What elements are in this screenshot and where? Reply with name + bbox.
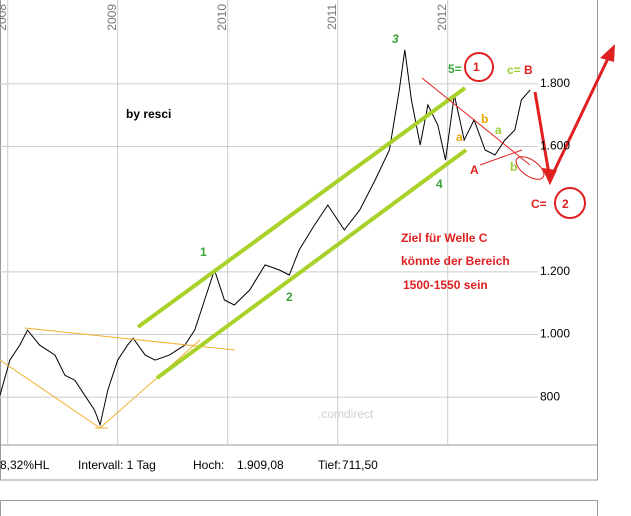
target-ellipse: [515, 156, 545, 180]
annotation: 4: [436, 177, 443, 191]
annotation: a: [495, 123, 502, 137]
y-tick-label: 1.800: [540, 76, 570, 90]
wave-circle: [554, 187, 586, 219]
annotation: 1: [200, 245, 207, 259]
frame: [0, 0, 598, 481]
x-tick-label: 2012: [435, 4, 449, 31]
annotation: C=: [531, 197, 547, 211]
annotation: A: [470, 163, 479, 177]
annotation: 1: [473, 60, 480, 74]
footer-item: Intervall: 1 Tag: [78, 458, 156, 472]
annotation: c=: [507, 63, 521, 77]
annotation: b: [481, 112, 488, 126]
footer-item: Tief:: [318, 458, 341, 472]
channel-line: [136, 86, 467, 329]
footer-item: 1.909,08: [237, 458, 284, 472]
footer-item: 8,32%HL: [0, 458, 50, 472]
trend-line: [479, 149, 523, 166]
x-tick-label: 2010: [215, 4, 229, 31]
overlay: [0, 44, 615, 429]
y-tick-label: 1.000: [540, 327, 570, 341]
triangle-line: [24, 327, 236, 351]
annotation: by resci: [126, 107, 171, 121]
arrow-head: [542, 168, 557, 185]
x-tick-label: 2008: [0, 4, 9, 31]
watermark: .comdirect: [318, 407, 374, 421]
x-tick-label: 2009: [105, 4, 119, 31]
arrow-head: [600, 44, 615, 62]
y-tick-label: 800: [540, 389, 560, 403]
annotation: könnte der Bereich: [401, 254, 510, 268]
price-line: [0, 49, 531, 427]
channel-line: [155, 148, 468, 380]
annotation: Ziel für Welle C: [401, 231, 488, 245]
footer-item: Hoch:: [193, 458, 224, 472]
trend-line: [421, 77, 531, 166]
annotation: 5=: [448, 62, 462, 76]
annotation: 2: [562, 197, 569, 211]
forecast-arrow: [533, 49, 614, 185]
x-tick-label: 2011: [325, 4, 339, 30]
footer-item: 711,50: [342, 458, 378, 472]
y-tick-label: 1.200: [540, 264, 570, 278]
triangle-line: [99, 339, 201, 429]
y-tick-label: 1.600: [540, 139, 570, 153]
annotation: 2: [286, 290, 293, 304]
lower-panel: [0, 500, 598, 516]
annotation: B: [524, 63, 533, 77]
annotation: 1500-1550 sein: [403, 278, 488, 292]
annotation: 3: [392, 32, 399, 46]
annotation: b: [510, 160, 517, 174]
annotation: a: [456, 130, 463, 144]
triangle-line: [0, 359, 101, 429]
wave-circle: [464, 52, 494, 82]
